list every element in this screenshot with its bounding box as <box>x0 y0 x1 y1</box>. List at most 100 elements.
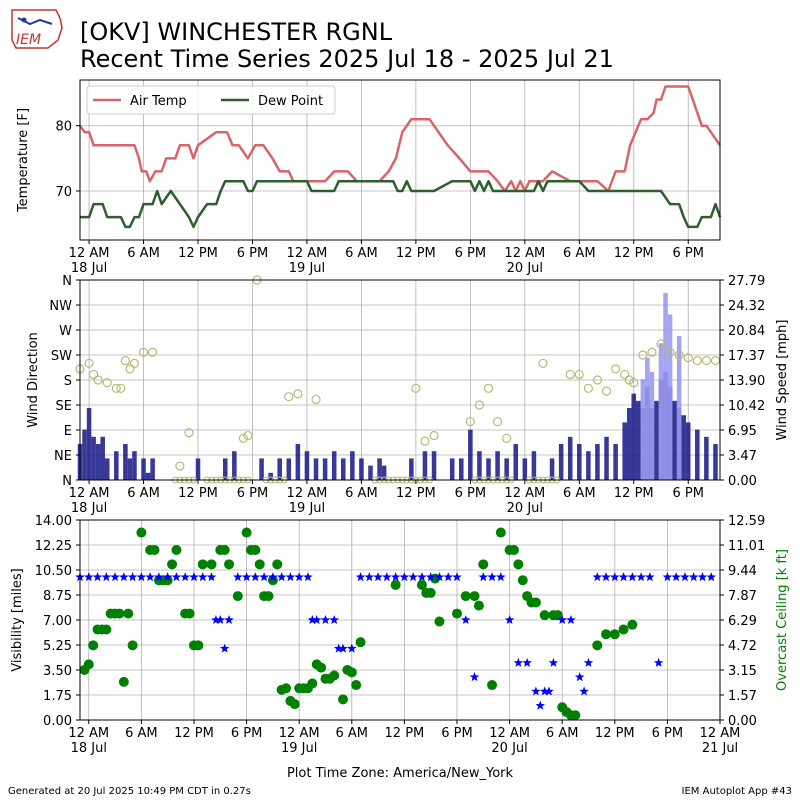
ceiling-point <box>618 624 629 635</box>
visibility-point <box>338 643 348 653</box>
direction-tick-label: S <box>64 374 72 389</box>
ceiling-point <box>473 600 484 611</box>
visibility-point <box>119 572 129 582</box>
wind-direction-point <box>465 417 475 427</box>
x-tick-label: 12 PM <box>178 486 218 501</box>
ceiling-point <box>206 559 217 570</box>
visibility-point <box>171 572 182 582</box>
wind-direction-point <box>148 347 158 357</box>
wind-direction-point <box>102 378 112 388</box>
wind-direction-point <box>293 389 303 399</box>
wind-speed-bar <box>359 458 364 480</box>
wind-speed-bar <box>513 444 519 480</box>
visibility-point <box>110 572 120 582</box>
wind-direction-point <box>656 339 666 349</box>
x-tick-label: 12 AM <box>700 726 741 741</box>
x-tick-label: 12 AM <box>69 486 110 501</box>
wind-direction-point <box>565 369 575 380</box>
visibility-point <box>399 572 410 582</box>
ceiling-point <box>451 608 462 619</box>
visibility-point <box>303 572 313 582</box>
visibility-point <box>610 572 620 582</box>
ceiling-tick-label: 6.29 <box>728 614 757 629</box>
wind-speed-bar <box>409 458 414 480</box>
visibility-point <box>544 686 554 696</box>
logo-text: IEM <box>16 32 41 48</box>
wind-speed-bar <box>322 458 328 480</box>
wind-speed-bar <box>132 451 137 480</box>
wind-gust-bar <box>667 314 673 480</box>
wind-speed-bar <box>654 400 659 480</box>
wind-direction-point <box>429 430 439 441</box>
visibility-ticks: 0.00 1.75 3.50 5.25 7.00 8.75 10.50 12.25 14.00 <box>35 514 80 729</box>
wind-speed-bar <box>704 436 709 480</box>
direction-tick-label: E <box>64 424 72 439</box>
x-tick-label: 6 PM <box>455 246 486 261</box>
wind-speed-bar <box>558 444 564 480</box>
visibility-point <box>539 686 550 696</box>
direction-tick-label: N <box>62 474 72 489</box>
x-tick-label: 6 AM <box>563 486 596 501</box>
wind-speed-ticks: 0.00 3.47 6.95 10.42 13.90 17.37 20.84 24.32 27.… <box>720 274 765 489</box>
wind-direction-point <box>583 383 593 393</box>
x-tick-date-label: 19 Jul <box>281 741 317 756</box>
ceiling-tick-label: 9.44 <box>728 564 757 579</box>
wind-direction-point <box>665 347 675 357</box>
wind-speed-bar <box>145 472 151 480</box>
x-tick-label: 12 AM <box>504 246 545 261</box>
visibility-point <box>373 572 383 582</box>
wind-speed-bar <box>504 458 509 480</box>
wind-speed-bar <box>86 408 92 480</box>
visibility-tick-label: 0.00 <box>43 714 72 729</box>
visibility-point <box>333 643 344 653</box>
ceiling-points <box>79 527 638 721</box>
ceiling-point <box>219 545 230 556</box>
wind-direction-point <box>624 375 634 385</box>
direction-tick-label: NW <box>49 299 72 314</box>
wind-speed-bar <box>114 451 119 480</box>
visibility-point <box>390 572 401 582</box>
visibility-tick-label: 7.00 <box>43 614 72 629</box>
wind-speed-bar <box>636 400 641 480</box>
x-tick-label: 6 AM <box>125 726 158 741</box>
speed-tick-label: 3.47 <box>728 449 757 464</box>
ceiling-point <box>118 676 129 687</box>
ceiling-point <box>114 608 125 619</box>
x-tick-label: 6 AM <box>546 726 579 741</box>
x-tick-label: 12 AM <box>287 246 328 261</box>
wind-direction-point <box>592 375 603 385</box>
logo-dot-icon <box>21 17 27 23</box>
wind-speed-bar <box>431 451 437 480</box>
visibility-point <box>636 572 646 582</box>
ceiling-point <box>601 629 612 640</box>
temperature-y-ticks: 70 80 <box>55 120 80 200</box>
wind-speed-bar <box>95 444 101 480</box>
x-tick-label: 6 PM <box>237 486 268 501</box>
visibility-point <box>645 572 655 582</box>
visibility-point <box>84 572 94 582</box>
wind-speed-bar <box>259 458 264 480</box>
ceiling-point <box>289 699 300 710</box>
visibility-point <box>189 572 199 582</box>
x-tick-date-label: 20 Jul <box>507 261 543 276</box>
wind-direction-point <box>311 394 321 405</box>
wind-speed-bar <box>613 444 618 480</box>
visibility-point <box>180 572 190 582</box>
ceiling-point <box>136 527 147 538</box>
wind-direction-label: Wind Direction <box>26 332 41 428</box>
dew-point-line <box>80 179 722 229</box>
visibility-tick-label: 1.75 <box>43 689 72 704</box>
wind-direction-point <box>710 355 721 366</box>
legend-label-air-temp: Air Temp <box>130 94 187 109</box>
ceiling-point <box>184 608 195 619</box>
generated-note: Generated at 20 Jul 2025 10:49 PM CDT in… <box>8 786 251 797</box>
visibility-tick-label: 12.25 <box>35 539 72 554</box>
x-tick-label: 6 AM <box>127 486 160 501</box>
ceiling-point <box>149 545 160 556</box>
wind-speed-bar <box>604 436 609 480</box>
wind-direction-point <box>84 358 94 368</box>
ceiling-label: Overcast Ceiling [k ft] <box>775 549 790 691</box>
wind-speed-bar <box>123 444 128 480</box>
